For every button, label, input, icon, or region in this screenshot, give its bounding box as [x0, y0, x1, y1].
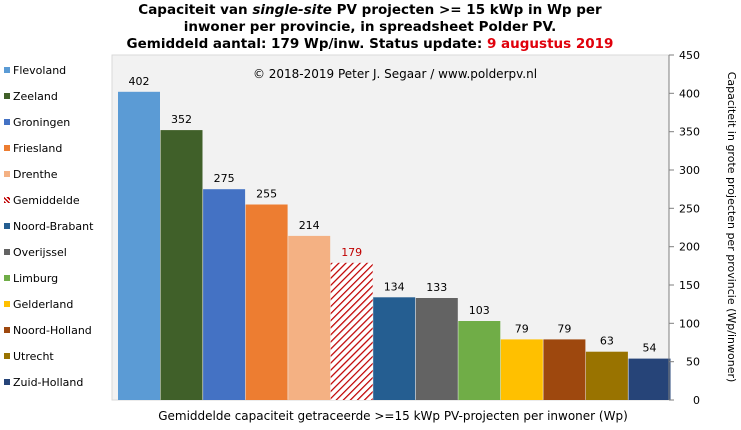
bar-noord-brabant — [373, 297, 416, 400]
legend-swatch — [4, 119, 10, 125]
legend-swatch — [4, 197, 10, 203]
bar-limburg — [458, 321, 501, 400]
legend-swatch — [4, 67, 10, 73]
title-line-2: inwoner per provincie, in spreadsheet Po… — [183, 19, 557, 35]
y-tick-label: 50 — [686, 356, 700, 369]
legend-label: Utrecht — [13, 350, 54, 363]
data-label-zeeland: 352 — [171, 113, 192, 126]
data-label-gemiddelde: 179 — [341, 246, 362, 259]
legend-swatch — [4, 93, 10, 99]
legend-item-zuid-holland: Zuid-Holland — [4, 376, 83, 390]
legend-label: Noord-Holland — [13, 324, 92, 337]
y-tick-label: 450 — [679, 49, 700, 62]
bar-drenthe — [288, 235, 331, 400]
legend-item-noord-brabant: Noord-Brabant — [4, 220, 93, 234]
legend-label: Gelderland — [13, 298, 74, 311]
legend-swatch — [4, 249, 10, 255]
legend-swatch — [4, 223, 10, 229]
y-tick-label: 300 — [679, 164, 700, 177]
data-label-flevoland: 402 — [129, 75, 150, 88]
legend-item-gelderland: Gelderland — [4, 298, 73, 312]
legend-label: Friesland — [13, 142, 63, 155]
legend-item-friesland: Friesland — [4, 142, 62, 156]
y-tick-label: 200 — [679, 241, 700, 254]
x-axis-label: Gemiddelde capaciteit getraceerde >=15 k… — [158, 409, 628, 423]
bar-utrecht — [585, 351, 628, 400]
legend-item-noord-holland: Noord-Holland — [4, 324, 92, 338]
y-tick-label: 350 — [679, 126, 700, 139]
bar-gelderland — [500, 339, 543, 400]
bar-gemiddelde — [330, 262, 373, 400]
y-tick-label: 0 — [693, 394, 700, 407]
legend-label: Noord-Brabant — [13, 220, 94, 233]
data-label-utrecht: 63 — [600, 335, 614, 348]
title-line-1: Capaciteit van single-site PV projecten … — [138, 2, 602, 18]
y-tick-label: 100 — [679, 317, 700, 330]
legend-label: Zuid-Holland — [13, 376, 84, 389]
data-label-overijssel: 133 — [426, 281, 447, 294]
legend-swatch — [4, 353, 10, 359]
data-label-groningen: 275 — [214, 172, 235, 185]
bar-overijssel — [415, 298, 458, 400]
legend-item-overijssel: Overijssel — [4, 246, 67, 260]
legend-item-drenthe: Drenthe — [4, 168, 58, 182]
legend-label: Gemiddelde — [13, 194, 80, 207]
data-label-zuid-holland: 54 — [643, 342, 657, 355]
data-label-limburg: 103 — [469, 304, 490, 317]
y-axis-label: Capaciteit in grote projecten per provin… — [725, 72, 738, 383]
legend-label: Groningen — [13, 116, 71, 129]
bar-zuid-holland — [628, 358, 671, 400]
legend-label: Overijssel — [13, 246, 67, 259]
copyright-notice: © 2018-2019 Peter J. Segaar / www.polder… — [253, 67, 537, 81]
chart-title: Capaciteit van single-site PV projecten … — [110, 2, 630, 53]
legend-swatch — [4, 275, 10, 281]
legend-item-groningen: Groningen — [4, 116, 70, 130]
legend-item-limburg: Limburg — [4, 272, 58, 286]
legend-label: Flevoland — [13, 64, 67, 77]
bar-zeeland — [160, 130, 203, 400]
data-label-noord-holland: 79 — [557, 322, 571, 335]
bar-flevoland — [118, 91, 160, 401]
bar-groningen — [203, 189, 246, 400]
legend-label: Drenthe — [13, 168, 58, 181]
status-date: 9 augustus 2019 — [486, 36, 614, 52]
legend-item-gemiddelde: Gemiddelde — [4, 194, 80, 208]
data-label-gelderland: 79 — [515, 322, 529, 335]
legend-item-utrecht: Utrecht — [4, 350, 54, 364]
data-label-friesland: 255 — [256, 188, 277, 201]
title-line-3: Gemiddeld aantal: 179 Wp/inw. Status upd… — [126, 36, 614, 52]
y-tick-label: 400 — [679, 87, 700, 100]
legend-swatch — [4, 171, 10, 177]
legend-swatch — [4, 301, 10, 307]
bar-friesland — [245, 204, 288, 400]
legend-label: Limburg — [13, 272, 59, 285]
legend-item-flevoland: Flevoland — [4, 64, 66, 78]
data-label-drenthe: 214 — [299, 219, 320, 232]
legend-item-zeeland: Zeeland — [4, 90, 58, 104]
y-tick-label: 250 — [679, 202, 700, 215]
legend-swatch — [4, 145, 10, 151]
legend-swatch — [4, 327, 10, 333]
legend-label: Zeeland — [13, 90, 58, 103]
y-tick-label: 150 — [679, 279, 700, 292]
legend-swatch — [4, 379, 10, 385]
bar-noord-holland — [543, 339, 586, 400]
data-label-noord-brabant: 134 — [384, 280, 405, 293]
